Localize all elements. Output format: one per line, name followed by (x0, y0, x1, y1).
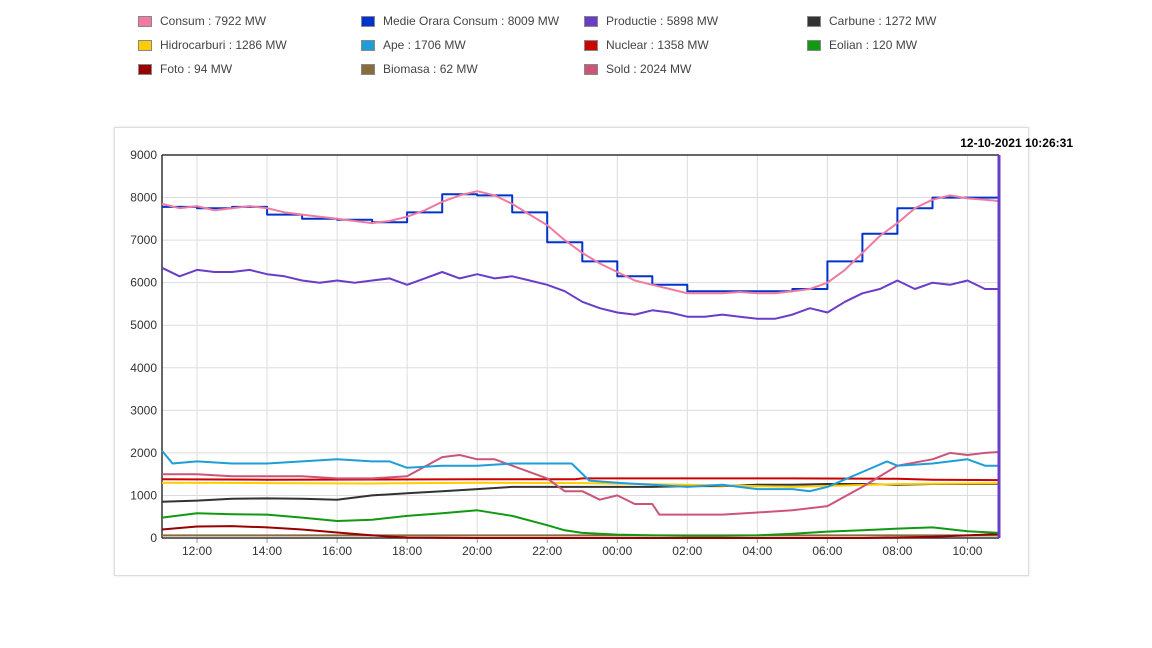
legend-label: Biomasa : 62 MW (383, 62, 478, 76)
y-tick-label: 1000 (130, 488, 157, 502)
legend-item[interactable]: Biomasa : 62 MW (361, 62, 478, 76)
legend-item[interactable]: Foto : 94 MW (138, 62, 232, 76)
legend: Consum : 7922 MW Medie Orara Consum : 800… (0, 0, 1152, 90)
legend-item[interactable]: Consum : 7922 MW (138, 14, 266, 28)
x-tick-label: 06:00 (812, 544, 842, 558)
legend-item[interactable]: Hidrocarburi : 1286 MW (138, 38, 287, 52)
legend-swatch (361, 15, 375, 27)
y-tick-label: 3000 (130, 403, 157, 417)
y-tick-label: 6000 (130, 276, 157, 290)
y-tick-label: 4000 (130, 361, 157, 375)
legend-swatch (138, 63, 152, 75)
series-line (161, 450, 999, 493)
series-line (161, 266, 999, 320)
y-tick-label: 8000 (130, 191, 157, 205)
legend-swatch (807, 39, 821, 51)
legend-swatch (807, 15, 821, 27)
legend-label: Ape : 1706 MW (383, 38, 466, 52)
series-line (161, 481, 1000, 488)
legend-item[interactable]: Ape : 1706 MW (361, 38, 466, 52)
x-tick-label: 22:00 (532, 544, 562, 558)
x-tick-label: 14:00 (252, 544, 282, 558)
series-line (162, 193, 999, 293)
legend-item[interactable]: Medie Orara Consum : 8009 MW (361, 14, 559, 28)
legend-swatch (361, 39, 375, 51)
chart-timestamp: 12-10-2021 10:26:31 (960, 136, 1073, 150)
series-line (161, 525, 1000, 539)
y-tick-label: 9000 (130, 148, 157, 162)
legend-item[interactable]: Carbune : 1272 MW (807, 14, 936, 28)
legend-swatch (361, 63, 375, 75)
x-tick-label: 00:00 (602, 544, 632, 558)
legend-swatch (584, 63, 598, 75)
legend-label: Eolian : 120 MW (829, 38, 918, 52)
y-tick-label: 7000 (130, 233, 157, 247)
x-tick-label: 04:00 (742, 544, 772, 558)
legend-item[interactable]: Productie : 5898 MW (584, 14, 718, 28)
legend-label: Foto : 94 MW (160, 62, 233, 76)
x-tick-label: 18:00 (392, 544, 422, 558)
legend-label: Nuclear : 1358 MW (606, 38, 709, 52)
x-tick-label: 02:00 (672, 544, 702, 558)
legend-label: Hidrocarburi : 1286 MW (160, 38, 287, 52)
y-tick-label: 2000 (130, 446, 157, 460)
legend-swatch (138, 15, 152, 27)
series-line (161, 482, 1000, 503)
legend-label: Productie : 5898 MW (606, 14, 719, 28)
x-tick-label: 10:00 (952, 544, 982, 558)
x-tick-label: 12:00 (182, 544, 212, 558)
legend-item[interactable]: Eolian : 120 MW (807, 38, 917, 52)
legend-label: Medie Orara Consum : 8009 MW (383, 14, 560, 28)
series-line (161, 477, 1000, 482)
legend-item[interactable]: Sold : 2024 MW (584, 62, 691, 76)
x-tick-label: 08:00 (882, 544, 912, 558)
legend-swatch (584, 39, 598, 51)
legend-swatch (584, 15, 598, 27)
series-line (162, 451, 1000, 516)
legend-label: Consum : 7922 MW (160, 14, 267, 28)
legend-label: Sold : 2024 MW (606, 62, 692, 76)
series-line (161, 190, 1000, 295)
series-line (161, 509, 1000, 537)
x-tick-label: 16:00 (322, 544, 352, 558)
x-tick-label: 20:00 (462, 544, 492, 558)
y-tick-label: 5000 (130, 318, 157, 332)
legend-label: Carbune : 1272 MW (829, 14, 937, 28)
legend-swatch (138, 39, 152, 51)
y-tick-label: 0 (150, 531, 157, 545)
legend-item[interactable]: Nuclear : 1358 MW (584, 38, 709, 52)
chart-container (114, 127, 1029, 576)
